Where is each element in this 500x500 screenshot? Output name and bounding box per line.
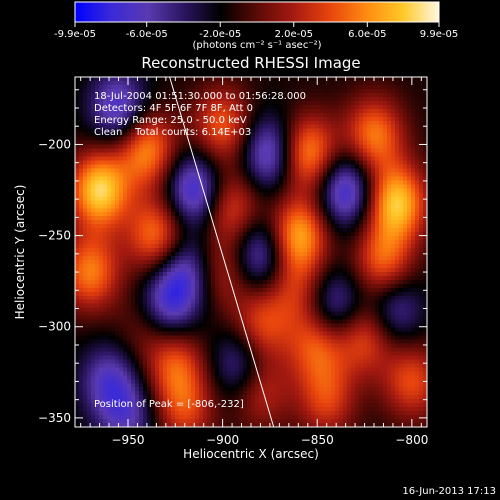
peak-position-label: Position of Peak = [-806,-232]: [94, 399, 244, 410]
footer-timestamp: 16-Jun-2013 17:13: [402, 486, 496, 497]
annotation-counts: Clean Total counts: 6.14E+03: [94, 127, 251, 138]
colorbar-ticks: -9.9e-05 -6.0e-05 -2.0e-05 2.0e-05 6.0e-05 9.…: [54, 22, 458, 40]
x-tick-label: −800: [395, 433, 428, 447]
colorbar-tick-label: -2.0e-05: [199, 29, 241, 40]
annotation-block: 18-Jul-2004 01:51:30.000 to 01:56:28.000…: [94, 91, 306, 138]
annotation-energy: Energy Range: 25.0 - 50.0 keV: [94, 115, 247, 126]
annotation-time: 18-Jul-2004 01:51:30.000 to 01:56:28.000: [94, 91, 306, 102]
colorbar-tick-label: 6.0e-05: [348, 29, 386, 40]
y-tick-label: −200: [38, 137, 71, 151]
heatmap-image: [75, 77, 427, 427]
x-tick-label: −950: [112, 433, 145, 447]
y-tick-label: −350: [38, 411, 71, 425]
colorbar-tick-label: 2.0e-05: [275, 29, 313, 40]
x-tick-label: −850: [301, 433, 334, 447]
y-tick-label: −300: [38, 320, 71, 334]
solar-limb-line: [169, 77, 275, 427]
y-axis-label: Heliocentric Y (arcsec): [13, 185, 27, 320]
colorbar-tick-label: -9.9e-05: [54, 29, 96, 40]
y-tick-label: −250: [38, 229, 71, 243]
x-axis-label: Heliocentric X (arcsec): [183, 447, 319, 461]
y-axis-ticks: −200 −250 −300 −350: [38, 89, 427, 425]
x-axis-ticks: −950 −900 −850 −800: [80, 77, 428, 447]
x-tick-label: −900: [206, 433, 239, 447]
chart-title: Reconstructed RHESSI Image: [141, 54, 360, 72]
colorbar: [74, 1, 440, 23]
colorbar-unit-label: (photons cm⁻² s⁻¹ asec⁻²): [192, 40, 321, 51]
annotation-detectors: Detectors: 4F 5F 6F 7F 8F, Att 0: [94, 103, 253, 114]
colorbar-tick-label: -6.0e-05: [126, 29, 168, 40]
colorbar-tick-label: 9.9e-05: [420, 29, 458, 40]
